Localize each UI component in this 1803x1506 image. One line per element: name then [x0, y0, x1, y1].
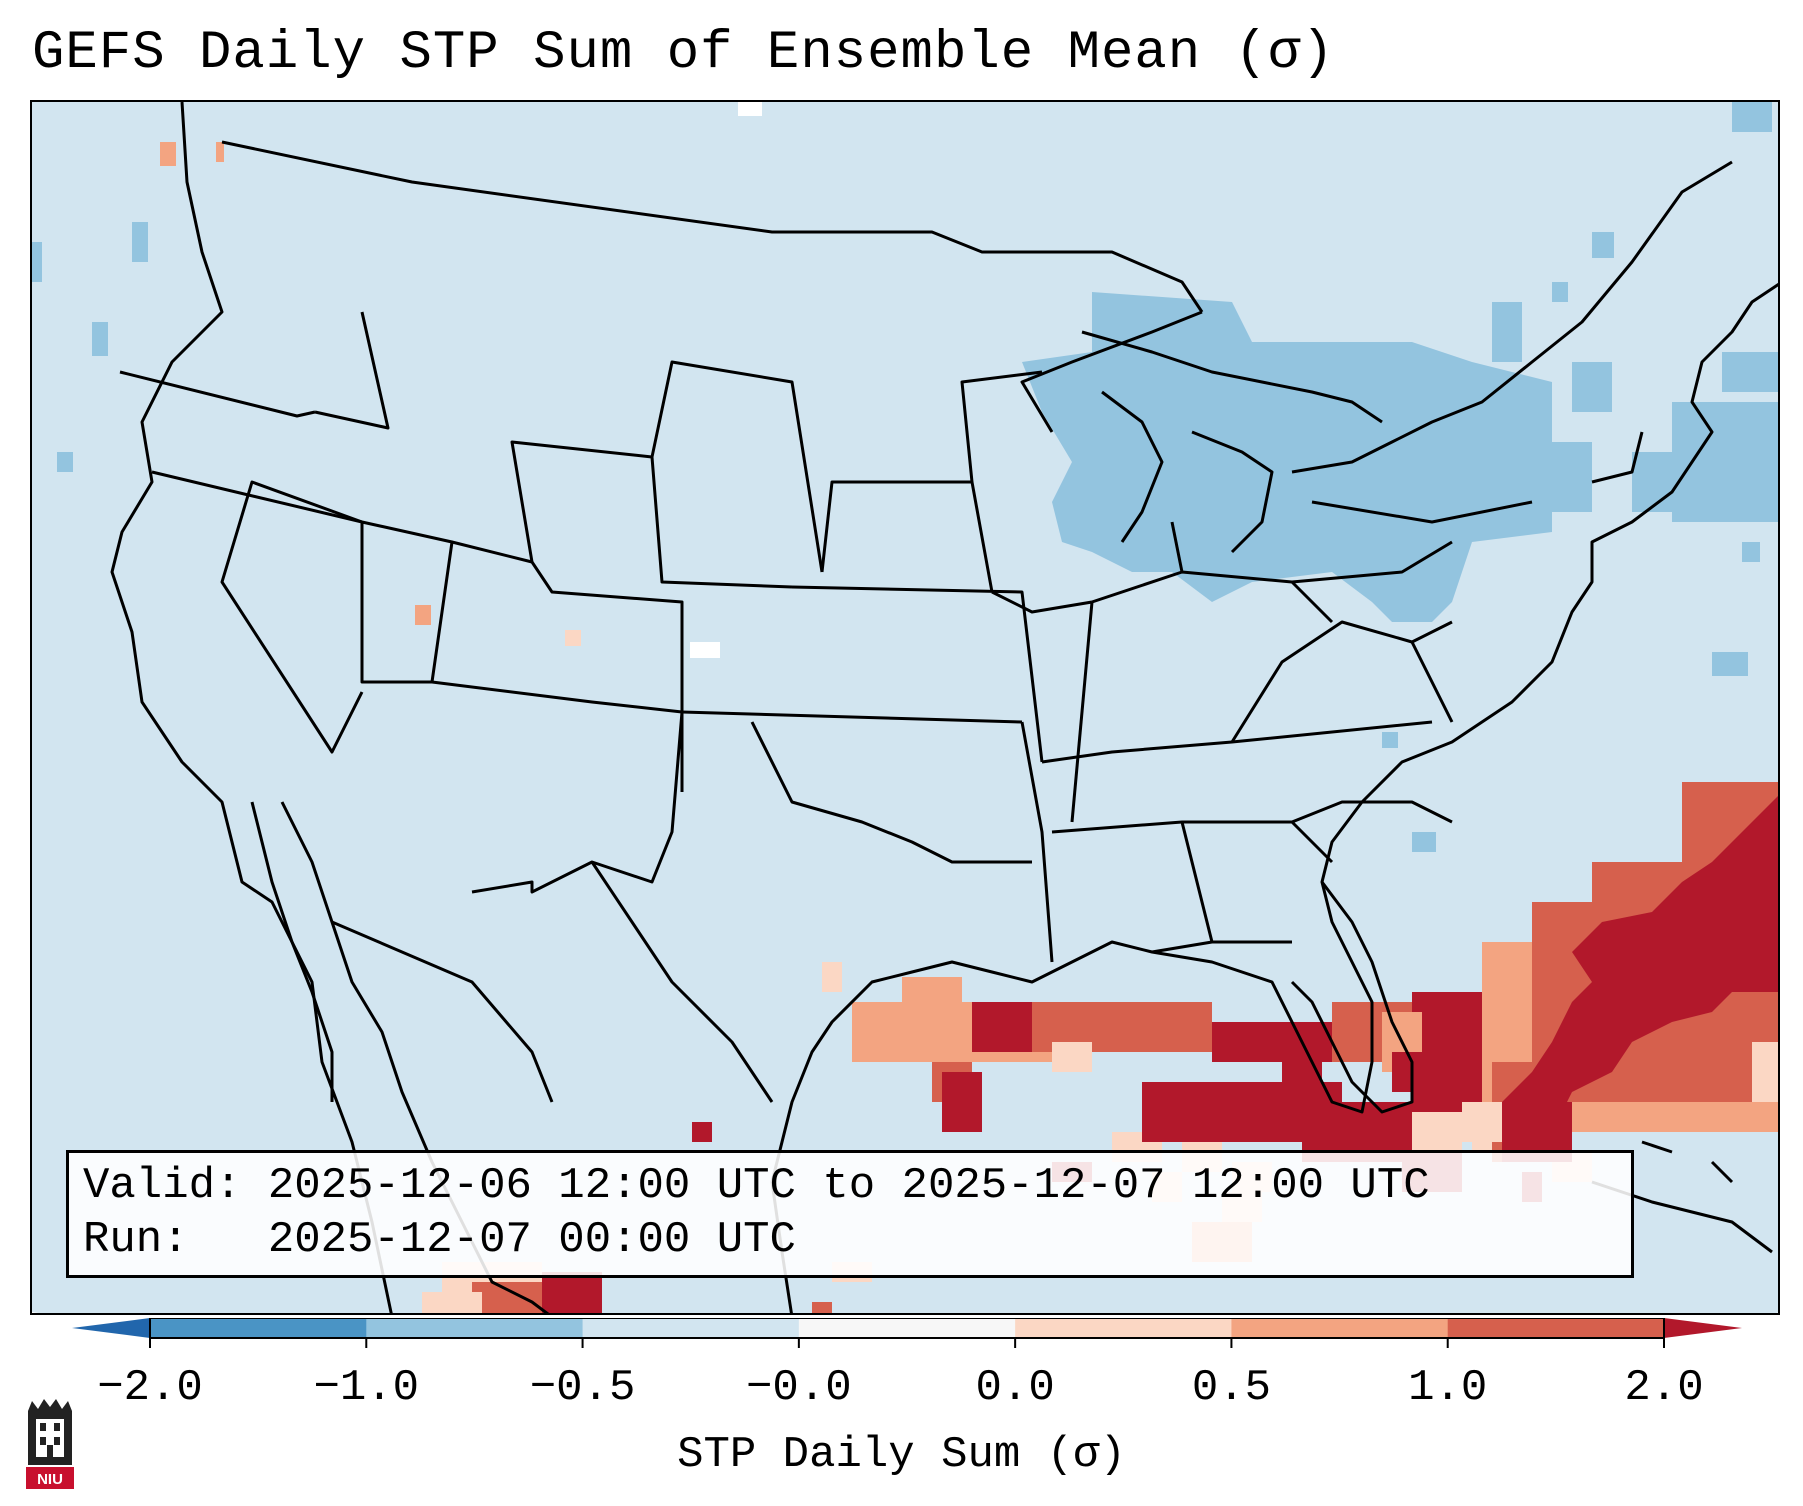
niu-logo: NIU [26, 1399, 74, 1489]
map-boundaries [110, 102, 1778, 1313]
colorbar-bin [1447, 1318, 1665, 1338]
validity-info-box: Valid: 2025-12-06 12:00 UTC to 2025-12-0… [66, 1150, 1634, 1278]
colorbar-tick-label: −0.0 [746, 1363, 852, 1413]
colorbar-bin [798, 1318, 1016, 1338]
colorbar-over-triangle [1664, 1318, 1742, 1338]
colorbar-bin [366, 1318, 584, 1338]
map-title: GEFS Daily STP Sum of Ensemble Mean (σ) [32, 23, 1335, 84]
colorbar-tick-label: 2.0 [1624, 1363, 1704, 1413]
colorbar-under-triangle [72, 1318, 150, 1338]
colorbar-bin [1015, 1318, 1232, 1338]
run-label: Run: [83, 1215, 189, 1265]
map-canvas [32, 102, 1778, 1313]
negative-anomaly-cells [32, 102, 1778, 932]
colorbar-bin [582, 1318, 800, 1338]
valid-value: 2025-12-06 12:00 UTC to 2025-12-07 12:00… [267, 1161, 1430, 1211]
logo-text: NIU [37, 1471, 63, 1488]
colorbar-tick-label: −2.0 [97, 1363, 203, 1413]
colorbar-tick-label: −0.5 [529, 1363, 636, 1413]
colorbar-tick-label: 0.5 [1191, 1363, 1272, 1413]
map-panel[interactable] [30, 100, 1780, 1315]
colorbar [72, 1318, 1742, 1348]
valid-label: Valid: [83, 1161, 242, 1211]
colorbar-bin [1231, 1318, 1449, 1338]
colorbar-outline [149, 1318, 1665, 1339]
colorbar-label: STP Daily Sum (σ) [677, 1430, 1126, 1480]
isolated-cells [160, 102, 1436, 852]
run-value: 2025-12-07 00:00 UTC [267, 1215, 796, 1265]
colorbar-tick-label: 1.0 [1408, 1363, 1488, 1413]
colorbar-tick-label: 0.0 [975, 1363, 1055, 1413]
colorbar-bin [150, 1318, 367, 1338]
colorbar-tick-label: −1.0 [313, 1363, 420, 1413]
